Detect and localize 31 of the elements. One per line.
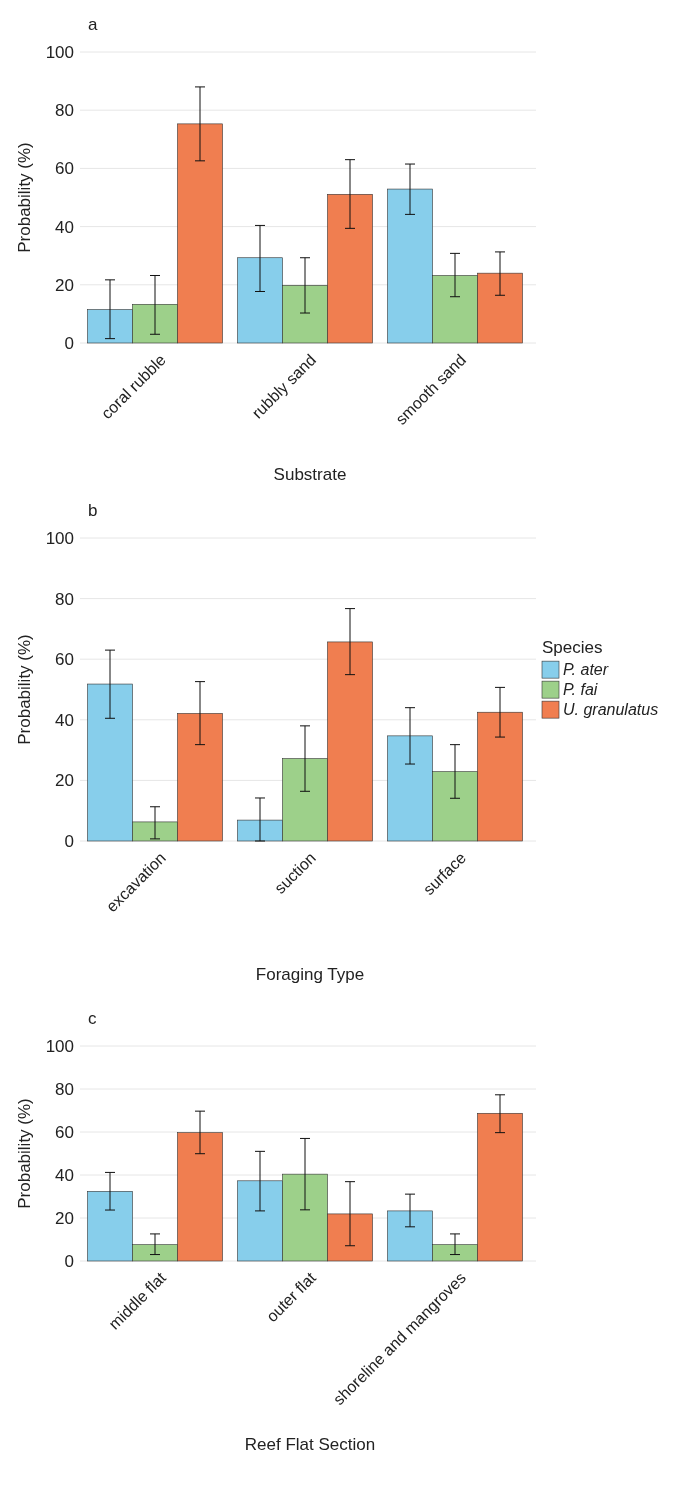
x-axis-title: Reef Flat Section — [244, 1435, 376, 1454]
y-tick-label: 80 — [55, 589, 74, 609]
legend-label: P. fai — [563, 681, 598, 699]
x-axis-title: Substrate — [273, 465, 347, 484]
y-tick-label: 40 — [55, 1165, 74, 1185]
y-tick-label: 100 — [45, 528, 74, 548]
y-tick-label: 0 — [64, 333, 74, 353]
legend-label: P. ater — [563, 661, 609, 679]
legend-label: U. granulatus — [563, 701, 659, 719]
y-axis-title: Probability (%) — [15, 1098, 34, 1209]
chart-title: c — [88, 1009, 97, 1028]
y-axis-title: Probability (%) — [15, 142, 34, 253]
y-tick-label: 60 — [55, 159, 74, 179]
y-tick-label: 80 — [55, 101, 74, 121]
chart-title: a — [88, 15, 98, 34]
legend-title: Species — [542, 638, 603, 658]
y-tick-label: 20 — [55, 275, 74, 295]
y-axis-title: Probability (%) — [15, 634, 34, 745]
y-tick-label: 40 — [55, 710, 74, 730]
x-axis-title: Foraging Type — [255, 965, 365, 984]
y-tick-label: 60 — [55, 1122, 74, 1142]
y-tick-label: 0 — [64, 1251, 74, 1271]
chart-title: b — [88, 501, 98, 520]
y-tick-label: 100 — [45, 42, 74, 62]
y-tick-label: 20 — [55, 771, 74, 791]
y-tick-label: 20 — [55, 1208, 74, 1228]
y-tick-label: 100 — [45, 1036, 74, 1056]
y-tick-label: 80 — [55, 1079, 74, 1099]
y-tick-label: 40 — [55, 217, 74, 237]
y-tick-label: 60 — [55, 650, 74, 670]
y-tick-label: 0 — [64, 831, 74, 851]
